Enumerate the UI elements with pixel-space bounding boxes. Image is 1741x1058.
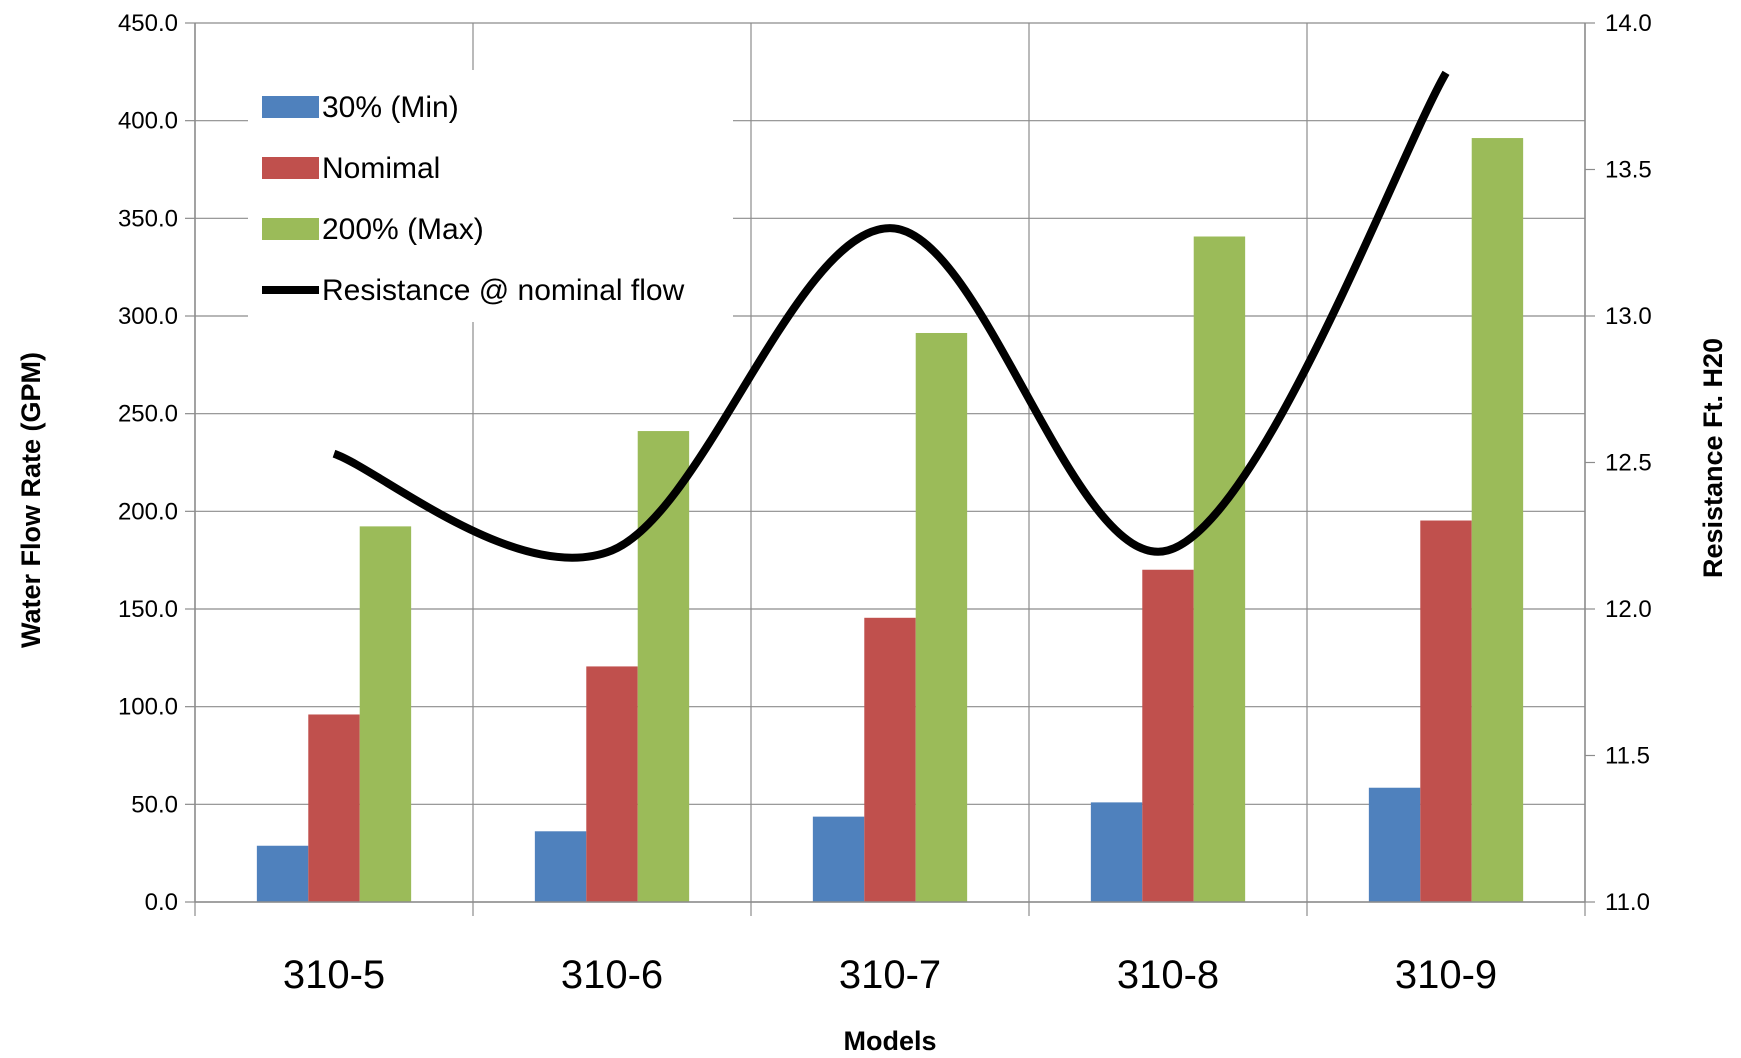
legend-swatch-max xyxy=(262,218,319,240)
bar-min xyxy=(1368,787,1421,902)
y-tick-label-right: 12.5 xyxy=(1605,450,1652,477)
y-tick-label-left: 0.0 xyxy=(145,889,178,916)
bar-nominal xyxy=(1420,520,1472,902)
legend-swatch-resistance xyxy=(262,286,319,294)
legend-swatch-min xyxy=(262,96,319,118)
x-axis-title: Models xyxy=(843,1026,936,1056)
y-tick-label-left: 450.0 xyxy=(118,10,178,37)
bar-nominal xyxy=(586,666,638,902)
bar-max xyxy=(1193,236,1246,902)
bar-max xyxy=(915,332,968,902)
x-tick-label: 310-9 xyxy=(1395,953,1497,997)
resistance-line xyxy=(332,70,1450,562)
resistance-line-layer xyxy=(332,70,1450,562)
bar-min xyxy=(812,816,865,902)
y-tick-label-right: 14.0 xyxy=(1605,10,1652,37)
bar-min xyxy=(534,831,587,902)
bars xyxy=(256,138,1524,902)
y-tick-label-right: 11.0 xyxy=(1605,889,1650,916)
y-tick-label-left: 200.0 xyxy=(118,498,178,525)
y-tick-label-left: 300.0 xyxy=(118,303,178,330)
y-tick-label-left: 350.0 xyxy=(118,205,178,232)
y-tick-label-right: 13.5 xyxy=(1605,157,1652,184)
y-tick-label-left: 150.0 xyxy=(118,596,178,623)
bar-max xyxy=(1471,138,1524,902)
legend-label-nominal: Nomimal xyxy=(322,152,440,185)
y-tick-label-left: 250.0 xyxy=(118,401,178,428)
y-tick-label-right: 11.5 xyxy=(1605,743,1650,770)
x-tick-label: 310-6 xyxy=(561,953,663,997)
bar-nominal xyxy=(1142,569,1194,902)
tick-labels: 0.0 50.0 100.0 150.0 200.0 250.0 300.0 350.0 400… xyxy=(118,10,1652,997)
axes xyxy=(185,22,1595,903)
legend-label-resistance: Resistance @ nominal flow xyxy=(322,274,685,307)
legend-swatch-nominal xyxy=(262,157,319,179)
x-tick-label: 310-5 xyxy=(283,953,385,997)
y-tick-label-left: 50.0 xyxy=(131,791,178,818)
bar-nominal xyxy=(864,617,916,902)
y-tick-label-right: 13.0 xyxy=(1605,303,1652,330)
bar-min xyxy=(1090,802,1143,902)
legend: 30% (Min) Nomimal 200% (Max) Resistance … xyxy=(248,70,733,322)
x-tick-label: 310-8 xyxy=(1117,953,1219,997)
y-tick-label-left: 100.0 xyxy=(118,694,178,721)
bar-min xyxy=(256,845,309,902)
bar-max xyxy=(359,526,412,902)
y-axis-title-right: Resistance Ft. H20 xyxy=(1698,338,1728,578)
y-tick-label-right: 12.0 xyxy=(1605,596,1652,623)
legend-label-max: 200% (Max) xyxy=(322,213,484,246)
y-axis-title-left: Water Flow Rate (GPM) xyxy=(16,352,46,648)
y-tick-label-left: 400.0 xyxy=(118,108,178,135)
bar-nominal xyxy=(308,714,360,902)
x-tick-label: 310-7 xyxy=(839,953,941,997)
legend-background xyxy=(248,70,733,322)
legend-label-min: 30% (Min) xyxy=(322,91,459,124)
